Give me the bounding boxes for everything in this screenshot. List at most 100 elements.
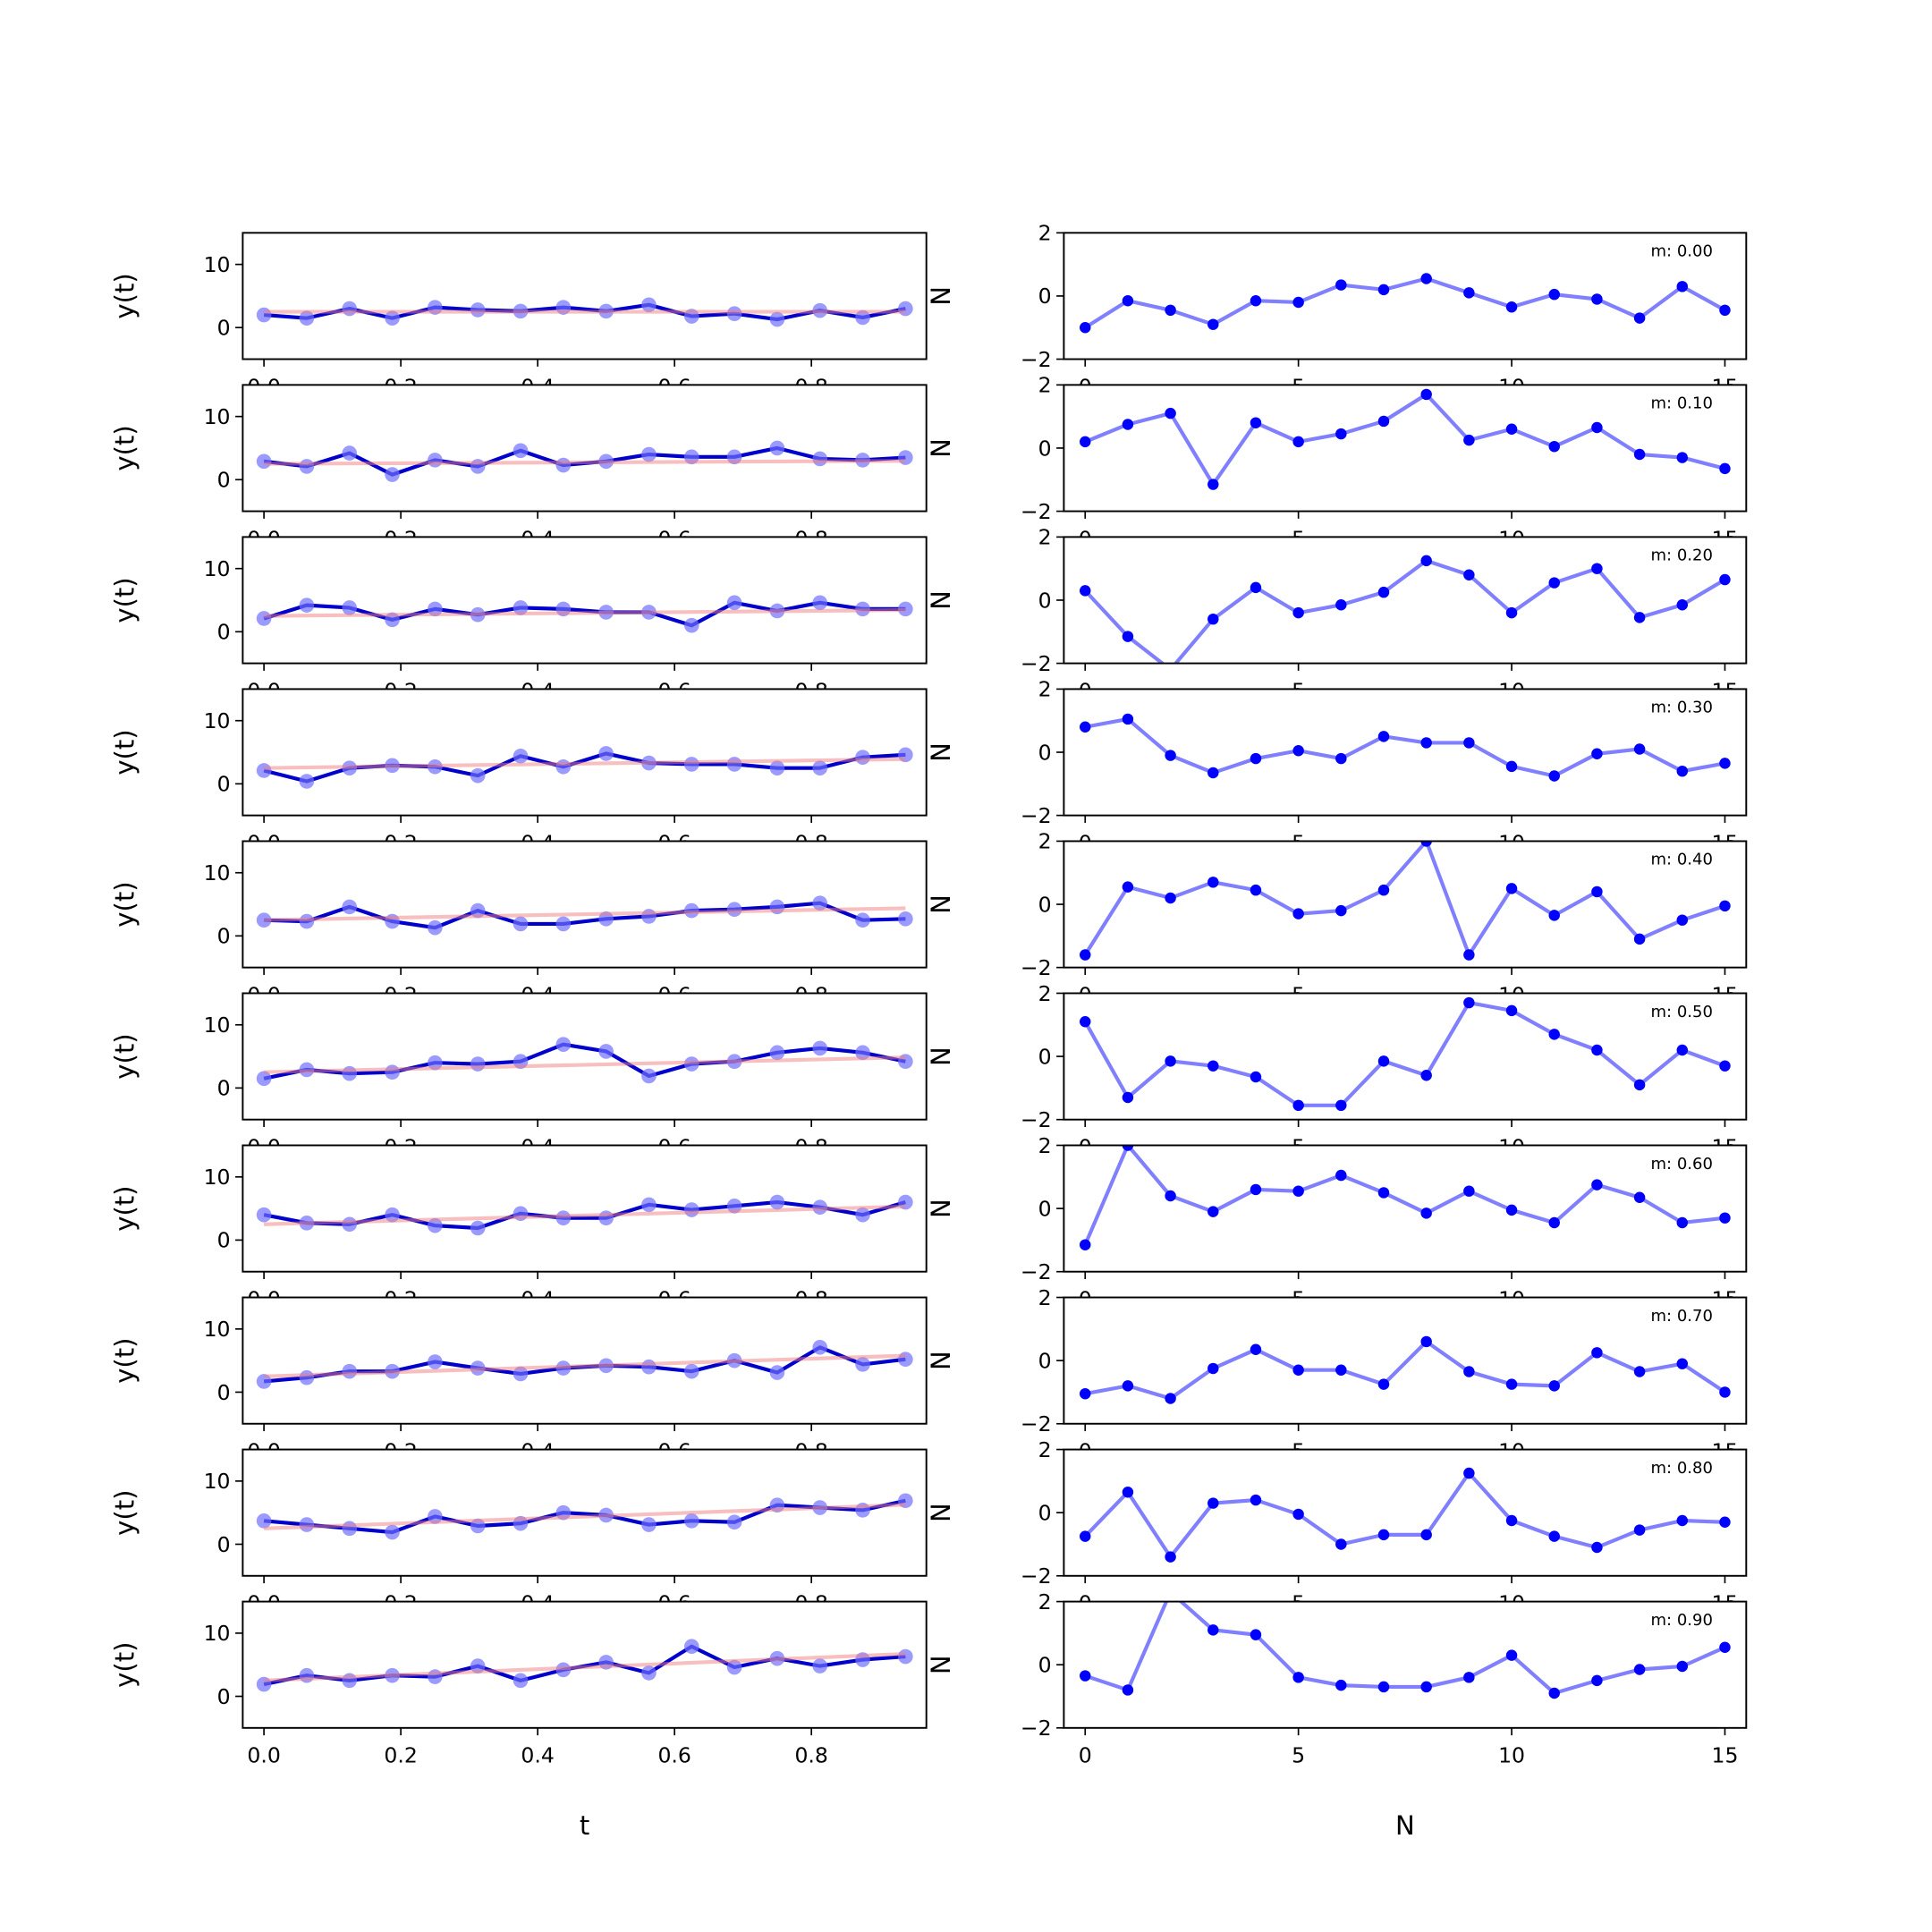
data-point [1208,613,1219,625]
x-tick-label: 0.2 [384,1743,417,1768]
data-point [513,1673,529,1689]
x-tick-label: 5 [1292,1743,1305,1768]
x-tick-label: 0.6 [657,1743,691,1768]
data-point [769,440,785,456]
data-point [1548,1216,1560,1229]
y-axis-label: y(t) [110,1490,140,1536]
data-point [1165,407,1176,419]
data-point [256,763,272,778]
data-point [1463,1672,1475,1683]
data-point [1208,877,1219,888]
data-point [1079,322,1091,334]
data-point [1079,436,1091,448]
data-point [1420,1335,1432,1348]
data-point [256,307,272,323]
data-line [1083,841,1726,957]
annotation: m: 0.00 [1651,242,1713,261]
data-point [1122,631,1134,642]
plot-area [256,1639,913,1692]
data-point [513,443,529,459]
data-point [1676,599,1689,611]
data-point [1335,904,1347,917]
axes-frame [242,1296,928,1425]
data-point [641,1517,657,1532]
y-axis-label: y(t) [110,1642,140,1688]
axes-background [242,233,927,360]
data-point [1591,1044,1603,1056]
data-point [769,1365,785,1380]
data-point [1420,1070,1432,1081]
plot-area [1079,388,1731,490]
data-point [641,297,657,313]
data-point [1122,713,1134,725]
axes-frame [242,1448,928,1577]
data-point [385,1207,400,1223]
x-tick-label: 0.0 [247,1743,280,1768]
y-tick-label: 0 [217,1076,231,1101]
y-axis-label: N [926,438,956,458]
data-point [555,457,572,473]
data-point [769,760,785,775]
annotation: m: 0.30 [1651,699,1713,717]
plot-area [1079,555,1731,664]
data-point [1165,304,1176,317]
y-tick-label: 0 [217,620,231,645]
data-point [1591,1179,1603,1191]
y-tick-label: −2 [1021,347,1052,372]
data-point [598,746,614,761]
data-point [1591,421,1603,434]
data-point [428,1217,443,1233]
data-point [1420,841,1432,847]
data-point [1463,1467,1475,1479]
y-tick-label: −2 [1021,1716,1052,1741]
data-point [1591,293,1603,305]
data-point [898,1648,913,1665]
data-point [641,1665,657,1681]
axes-background [1063,1145,1747,1272]
y-tick-label: 0 [217,1532,231,1557]
data-point [1505,1649,1518,1661]
data-point [256,453,272,470]
data-line [263,1498,906,1535]
y-axis-label: y(t) [110,425,140,470]
x-tick-label: 0.8 [794,1743,827,1768]
data-point [769,311,785,327]
y-axis-label: y(t) [110,1185,140,1231]
data-point [812,595,828,611]
data-point [726,1659,742,1675]
data-point [1122,1091,1134,1104]
y-tick-label: 2 [1038,1133,1052,1158]
data-point [1676,1514,1689,1527]
data-point [769,1045,785,1061]
y-axis-label: N [926,894,956,914]
data-point [1292,1672,1304,1683]
y-axis-label: N [926,742,956,762]
data-point [1208,318,1219,330]
data-point [299,913,315,929]
data-point [1292,908,1304,919]
plot-area [1079,713,1731,782]
plot-area [256,895,913,936]
data-point [1505,1204,1518,1216]
data-point [1633,612,1646,623]
data-line [1083,1000,1726,1107]
axes-frame [242,840,928,969]
data-point [1633,1524,1646,1536]
data-point [1377,1378,1390,1390]
data-point [342,600,358,615]
data-point [1420,273,1432,284]
data-point [342,899,358,915]
data-point [1335,1099,1347,1112]
x-axis-label: N [1395,1810,1415,1841]
axes-background [242,385,927,512]
data-point [299,310,315,326]
y-tick-label: −2 [1021,803,1052,828]
y-axis-label: N [926,286,956,306]
axes-background [1063,385,1747,512]
data-line [264,901,906,930]
data-point [1548,440,1560,453]
